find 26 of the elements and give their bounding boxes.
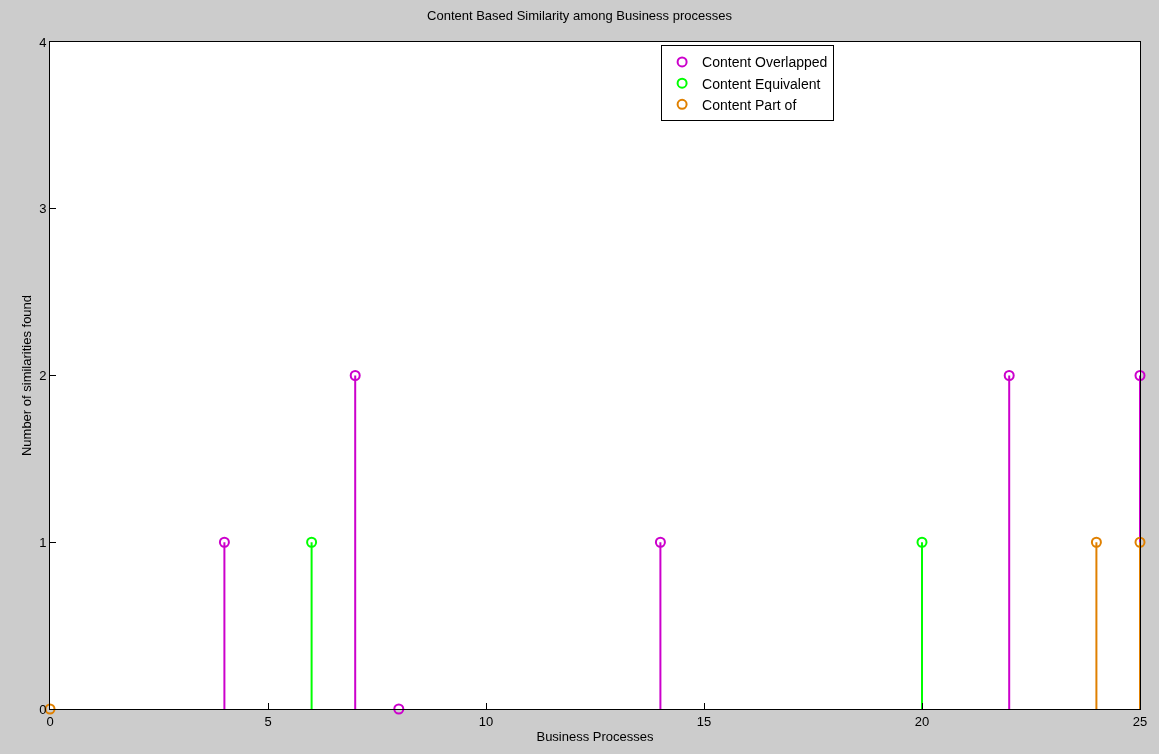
x-tick-label: 5 [264, 713, 272, 729]
y-tick-label: 3 [39, 201, 47, 217]
legend-label: Content Part of [702, 96, 797, 113]
y-tick-label: 0 [39, 701, 47, 717]
y-tick-label: 2 [39, 368, 47, 384]
point [393, 703, 405, 715]
x-axis-title: Business Processes [536, 729, 655, 745]
point [1134, 536, 1146, 548]
point [1003, 370, 1015, 381]
point [916, 536, 928, 548]
chart-title: Content Based Similarity among Business processes [427, 8, 733, 24]
point [1090, 536, 1102, 548]
y-tick-label: 1 [39, 534, 47, 550]
point [1134, 370, 1146, 381]
point [349, 370, 361, 381]
x-tick-label: 10 [478, 713, 494, 729]
point [218, 536, 230, 548]
point [306, 536, 318, 548]
legend-label: Content Overlapped [702, 54, 828, 71]
x-tick-label: 25 [1132, 713, 1148, 729]
legend-label: Content Equivalent [702, 75, 821, 92]
x-tick-label: 15 [696, 713, 712, 729]
y-axis-title: Number of similarities found [19, 294, 35, 457]
x-tick-label: 20 [914, 713, 930, 729]
y-tick-label: 4 [39, 34, 47, 50]
point [654, 536, 666, 548]
